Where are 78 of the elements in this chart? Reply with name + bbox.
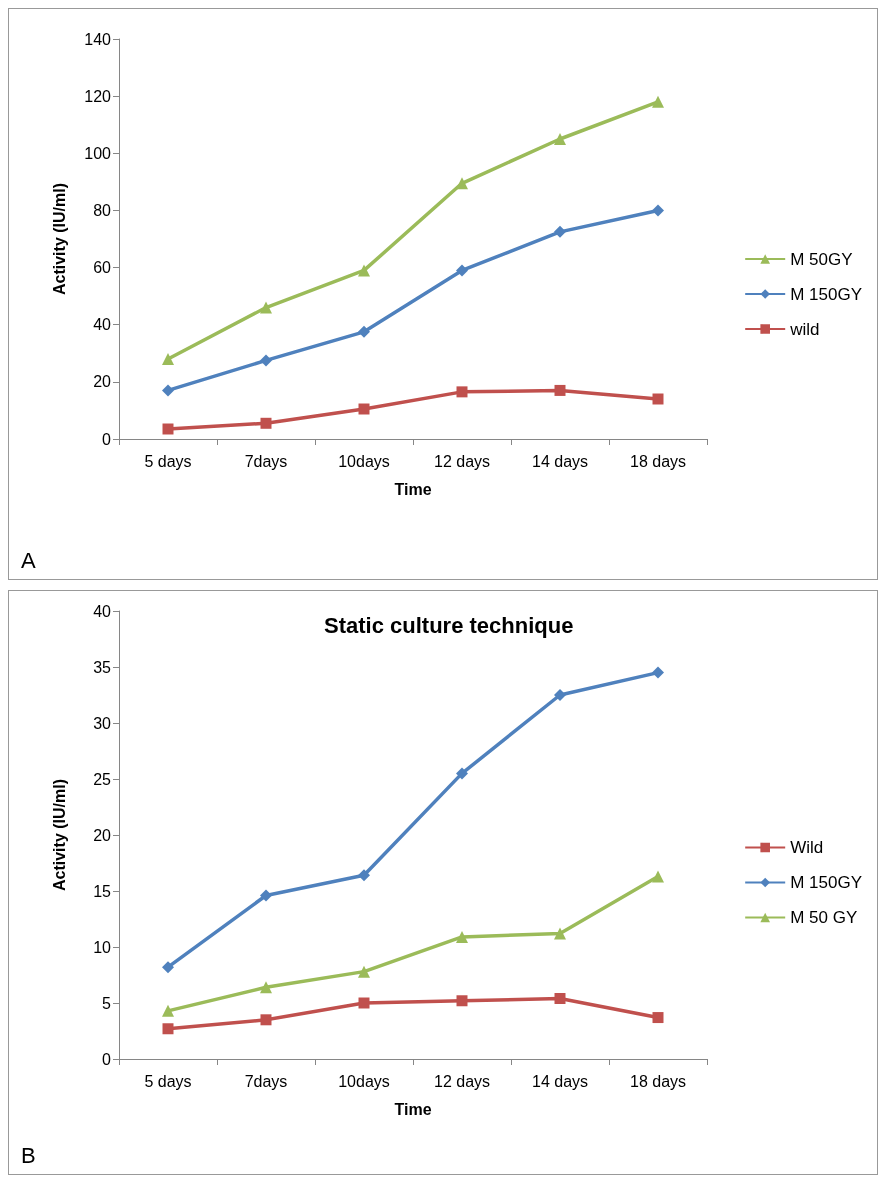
y-axis-title: Activity (IU/ml): [50, 182, 68, 296]
y-tick-label: 40: [93, 316, 112, 334]
x-tick-label: 7days: [244, 452, 288, 470]
point: [554, 927, 566, 940]
point: [652, 1012, 664, 1024]
x-tick-label: 12 days: [433, 452, 491, 470]
point: [358, 965, 370, 978]
point: [456, 264, 468, 277]
point: [456, 995, 468, 1007]
x-axis-title: Time: [394, 1100, 432, 1118]
point: [260, 301, 272, 314]
y-axis-title: Activity (IU/ml): [50, 778, 68, 892]
point: [162, 1004, 174, 1017]
y-tick-label: 15: [93, 882, 112, 900]
x-tick-label: 10days: [338, 1072, 390, 1090]
point: [260, 354, 272, 367]
point: [358, 403, 370, 415]
x-tick-label: 7days: [244, 1072, 288, 1090]
point: [652, 870, 664, 883]
y-tick-label: 0: [102, 1050, 112, 1068]
text: B: [21, 1142, 36, 1168]
point: [162, 961, 174, 974]
point: [652, 95, 664, 108]
x-tick-label: 14 days: [531, 1072, 589, 1090]
point: [358, 264, 370, 277]
point: [456, 767, 468, 780]
point: [554, 384, 566, 396]
chart-title: Static culture technique: [324, 612, 574, 638]
text: A: [21, 547, 36, 573]
legend-label: wild: [789, 319, 820, 339]
point: [162, 353, 174, 365]
point: [162, 423, 174, 435]
point: [260, 1014, 272, 1026]
y-tick-label: 120: [84, 87, 112, 105]
x-tick-label: 5 days: [144, 452, 192, 470]
point: [162, 1023, 174, 1035]
y-tick-label: 20: [93, 373, 112, 391]
y-tick-label: 80: [93, 201, 112, 219]
y-tick-label: 35: [93, 658, 112, 676]
y-tick-label: 25: [93, 770, 112, 788]
point: [358, 997, 370, 1009]
point: [162, 384, 174, 397]
y-tick-label: 100: [84, 144, 112, 162]
x-tick-label: 10days: [338, 452, 390, 470]
point: [652, 204, 664, 217]
y-tick-label: 20: [93, 826, 112, 844]
y-tick-label: 5: [102, 994, 112, 1012]
y-tick-label: 140: [84, 30, 112, 48]
y-tick-label: 60: [93, 259, 112, 277]
point: [358, 325, 370, 338]
point: [554, 993, 566, 1005]
point: [554, 689, 566, 701]
x-tick-label: 5 days: [144, 1072, 192, 1090]
point: [456, 177, 468, 190]
point: [554, 133, 566, 145]
y-tick-label: 30: [93, 714, 112, 732]
point: [260, 981, 272, 994]
legend-label: M 150GY: [790, 284, 862, 304]
legend-label: M 50 GY: [790, 908, 858, 927]
point: [652, 666, 664, 679]
point: [260, 417, 272, 429]
point: [554, 225, 566, 238]
x-tick-label: 18 days: [629, 452, 687, 470]
point: [456, 930, 468, 943]
legend-label: Wild: [790, 838, 824, 857]
point: [358, 869, 370, 882]
legend-label: M 50GY: [790, 249, 853, 269]
y-tick-label: 10: [93, 938, 112, 956]
x-tick-label: 12 days: [433, 1072, 491, 1090]
point: [260, 889, 272, 902]
point: [652, 393, 664, 405]
y-tick-label: 0: [102, 430, 112, 448]
x-tick-label: 18 days: [629, 1072, 687, 1090]
point: [456, 386, 468, 398]
legend-label: M 150GY: [790, 873, 862, 892]
x-tick-label: 14 days: [531, 452, 589, 470]
x-axis-title: Time: [394, 480, 432, 498]
y-tick-label: 40: [93, 602, 112, 620]
